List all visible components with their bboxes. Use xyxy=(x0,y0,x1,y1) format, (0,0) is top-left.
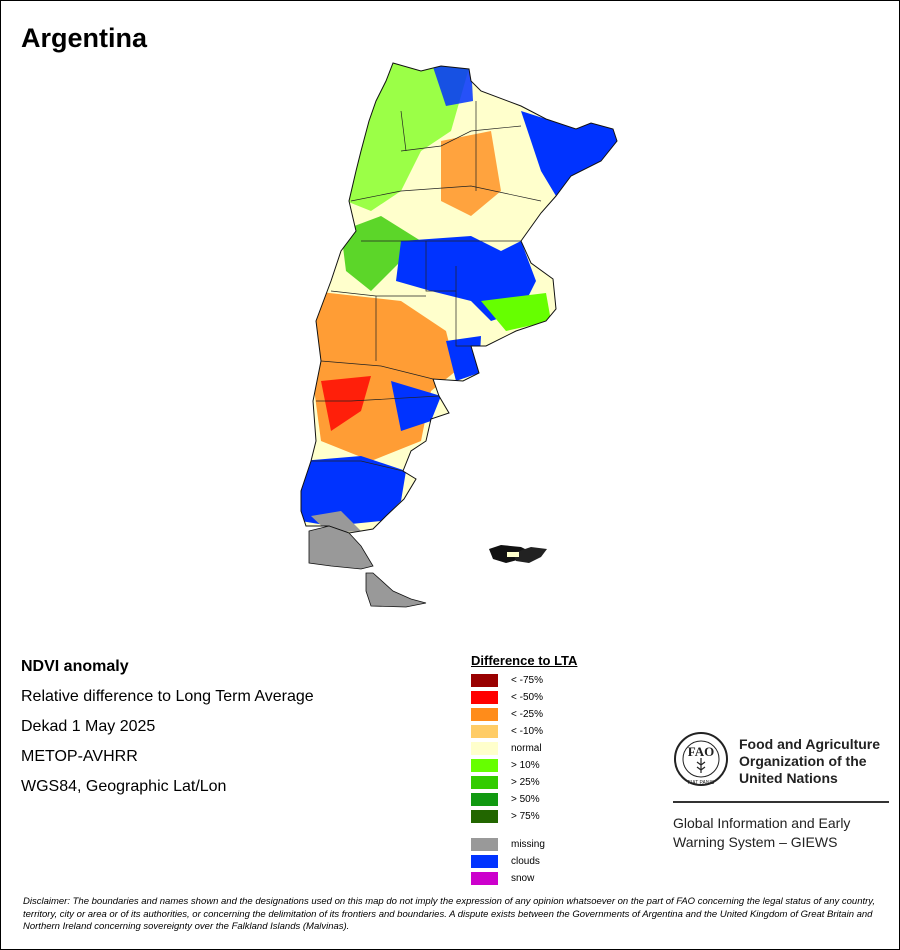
giews-line2: Warning System – GIEWS xyxy=(673,834,838,850)
legend-item-class-4: normal xyxy=(471,742,611,756)
legend-label: snow xyxy=(511,873,535,884)
tierra-del-fuego-missing xyxy=(308,525,374,570)
fao-divider xyxy=(673,801,889,803)
legend-swatch xyxy=(471,725,498,738)
fao-logo-icon: FAO FIAT PANIS xyxy=(674,732,728,786)
legend-item-extra-1: clouds xyxy=(471,855,611,869)
legend-label: > 25% xyxy=(511,777,540,788)
fao-name: Food and Agriculture Organization of the… xyxy=(739,736,899,787)
cuyo-green-anomaly xyxy=(341,216,421,291)
legend-swatch xyxy=(471,759,498,772)
product-period: Dekad 1 May 2025 xyxy=(21,718,156,735)
legend-swatch xyxy=(471,838,498,851)
legend-swatch xyxy=(471,793,498,806)
north-clouds xyxy=(431,63,473,106)
falkland-normal xyxy=(507,552,519,557)
legend-item-class-2: < -25% xyxy=(471,708,611,722)
south-clouds xyxy=(301,456,406,526)
legend-item-class-6: > 25% xyxy=(471,776,611,790)
legend-label: missing xyxy=(511,839,545,850)
disclaimer: Disclaimer: The boundaries and names sho… xyxy=(23,896,875,932)
legend-items: < -75% < -50% < -25% < -10% normal > 10% > 25%… xyxy=(471,672,611,912)
legend-label: < -25% xyxy=(511,709,543,720)
misiones-clouds xyxy=(521,111,617,196)
argentina-ndvi-map xyxy=(300,62,618,608)
legend-swatch xyxy=(471,810,498,823)
sensor-name: METOP-AVHRR xyxy=(21,748,138,765)
legend-title: Difference to LTA xyxy=(471,653,578,668)
province-boundaries xyxy=(311,101,542,472)
fao-name-line3: United Nations xyxy=(739,770,838,786)
legend-swatch xyxy=(471,776,498,789)
country-outline xyxy=(300,62,618,534)
map-title: Argentina xyxy=(21,23,148,53)
legend-swatch xyxy=(471,742,498,755)
legend-item-class-0: < -75% xyxy=(471,674,611,688)
buenos-aires-green-anomaly xyxy=(481,293,551,331)
projection-name: WGS84, Geographic Lat/Lon xyxy=(21,778,227,795)
legend-swatch xyxy=(471,872,498,885)
legend-label: < -10% xyxy=(511,726,543,737)
product-name: NDVI anomaly xyxy=(21,658,129,675)
legend-swatch xyxy=(471,691,498,704)
svg-text:FAO: FAO xyxy=(688,744,714,759)
giews-line1: Global Information and Early xyxy=(673,815,851,831)
svg-text:FIAT PANIS: FIAT PANIS xyxy=(688,780,715,786)
legend-item-class-8: > 75% xyxy=(471,810,611,824)
falkland-islands xyxy=(489,545,547,563)
legend-label: < -50% xyxy=(511,692,543,703)
legend-item-class-5: > 10% xyxy=(471,759,611,773)
legend-swatch xyxy=(471,708,498,721)
legend-label: clouds xyxy=(511,856,540,867)
legend-label: > 75% xyxy=(511,811,540,822)
legend: Difference to LTA < -75% < -50% < -25% < -1… xyxy=(471,653,611,912)
legend-item-extra-0: missing xyxy=(471,838,611,852)
legend-label: normal xyxy=(511,743,542,754)
falkland-east xyxy=(513,547,547,563)
fao-name-line1: Food and Agriculture xyxy=(739,736,881,752)
legend-label: > 50% xyxy=(511,794,540,805)
legend-item-class-7: > 50% xyxy=(471,793,611,807)
product-description: Relative difference to Long Term Average xyxy=(21,688,314,705)
chubut-clouds xyxy=(391,381,441,431)
legend-item-class-3: < -10% xyxy=(471,725,611,739)
legend-label: < -75% xyxy=(511,675,543,686)
giews-name: Global Information and Early Warning Sys… xyxy=(673,814,889,852)
legend-swatch xyxy=(471,855,498,868)
map-info: NDVI anomaly Relative difference to Long… xyxy=(21,656,314,806)
chaco-orange-anomaly xyxy=(441,131,501,216)
legend-item-extra-2: snow xyxy=(471,872,611,886)
red-anomaly xyxy=(321,376,371,431)
legend-item-class-1: < -50% xyxy=(471,691,611,705)
fao-name-line2: Organization of the xyxy=(739,753,867,769)
tierra-del-fuego-south xyxy=(365,572,427,608)
legend-label: > 10% xyxy=(511,760,540,771)
legend-swatch xyxy=(471,674,498,687)
